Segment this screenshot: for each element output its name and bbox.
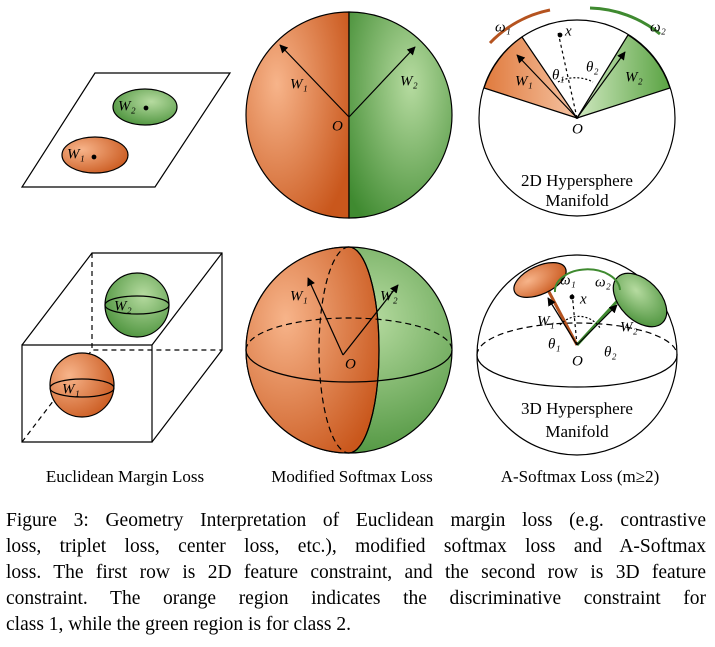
label: W₂ <box>625 69 643 85</box>
caption: Figure 3: Geometry Interpretation of Euc… <box>6 508 706 638</box>
label: Manifold <box>545 422 609 441</box>
figure: W₂ W₁ W₁ W₂ O ω₁ ω₂ x W₁ W₂ θ₁ θ₂ O 2D H… <box>20 6 678 486</box>
label: O <box>332 118 343 134</box>
label: θ₁ <box>552 67 565 83</box>
caption-line: Figure 3: Geometry Interpretation of Euc… <box>6 510 706 531</box>
diagram <box>20 6 678 456</box>
caption-line: class 1, while the green region is for c… <box>6 614 351 635</box>
label: θ₂ <box>604 344 617 360</box>
label: W₂ <box>400 73 418 89</box>
label: O <box>345 356 356 372</box>
label: W₁ <box>537 313 555 329</box>
labels: W₂ W₁ W₁ W₂ O ω₁ ω₂ x W₁ W₂ θ₁ θ₂ O 2D H… <box>46 19 666 485</box>
label: W₁ <box>290 288 308 304</box>
label: W₂ <box>620 319 638 335</box>
label: θ₂ <box>586 59 599 75</box>
label: x <box>579 291 587 307</box>
column-label: Euclidean Margin Loss <box>46 467 204 486</box>
label: x <box>564 23 572 39</box>
caption-line: constraint. The orange region indicates … <box>6 588 706 609</box>
label: θ₁ <box>548 336 561 352</box>
label: W₁ <box>290 76 308 92</box>
column-label: A-Softmax Loss (m≥2) <box>501 467 660 486</box>
label: W₁ <box>62 381 80 397</box>
label: ω₁ <box>560 272 576 288</box>
label: W₂ <box>114 298 132 314</box>
label: 2D Hypersphere <box>521 171 633 190</box>
label: ω₂ <box>595 274 611 290</box>
label: Manifold <box>545 191 609 210</box>
label: ω₁ <box>495 19 511 35</box>
label: W₁ <box>515 73 533 89</box>
label: W₂ <box>380 288 398 304</box>
label: O <box>572 353 583 369</box>
caption-line: loss. The first row is 2D feature constr… <box>6 562 706 583</box>
label: O <box>572 121 583 137</box>
label: W₁ <box>67 146 85 162</box>
caption-line: loss, triplet loss, center loss, etc.), … <box>6 536 706 557</box>
column-label: Modified Softmax Loss <box>271 467 433 486</box>
label: 3D Hypersphere <box>521 399 633 418</box>
label: ω₂ <box>650 19 666 35</box>
label: W₂ <box>118 98 136 114</box>
